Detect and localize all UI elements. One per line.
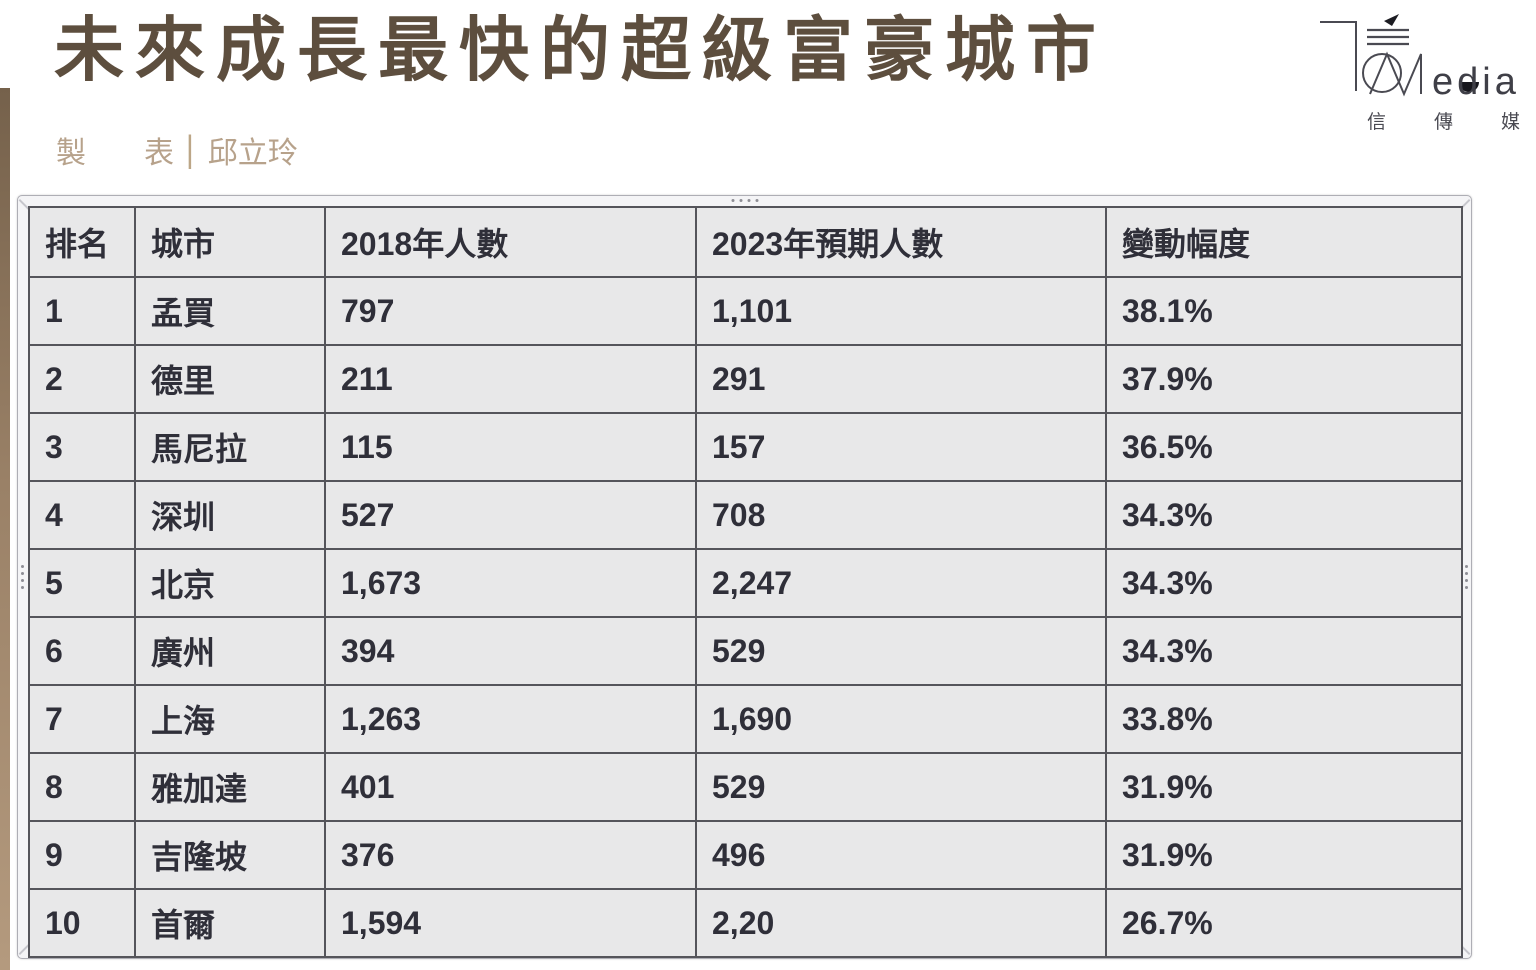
- table-body: 1 孟買 797 1,101 38.1% 2 德里 211 291 37.9% 3 馬尼拉 115 157…: [28, 276, 1463, 958]
- table-cell[interactable]: 33.8%: [1105, 684, 1463, 754]
- page-title: 未來成長最快的超級富豪城市: [54, 11, 1107, 89]
- table-cell[interactable]: 4: [28, 480, 136, 550]
- table-cell[interactable]: 31.9%: [1105, 820, 1463, 890]
- table-cell[interactable]: 34.3%: [1105, 616, 1463, 686]
- table-cell[interactable]: 首爾: [134, 888, 326, 958]
- data-table: 排名 城市 2018年人數 2023年預期人數 變動幅度 1 孟買 797 1,101…: [28, 206, 1463, 958]
- table-cell[interactable]: 孟買: [134, 276, 326, 346]
- table-cell[interactable]: 291: [695, 344, 1107, 414]
- byline-author: 邱立玲: [207, 137, 298, 170]
- table-cell[interactable]: 上海: [134, 684, 326, 754]
- table-cell[interactable]: 211: [324, 344, 697, 414]
- table-cell[interactable]: 6: [28, 616, 136, 686]
- table-cell[interactable]: 37.9%: [1105, 344, 1463, 414]
- table-cell[interactable]: 26.7%: [1105, 888, 1463, 958]
- logo-d-fill-icon: [1459, 82, 1479, 92]
- table-cell[interactable]: 1,263: [324, 684, 697, 754]
- table-row: 1 孟買 797 1,101 38.1%: [28, 276, 1463, 346]
- table-header-row: 排名 城市 2018年人數 2023年預期人數 變動幅度: [28, 206, 1463, 278]
- table-row: 7 上海 1,263 1,690 33.8%: [28, 684, 1463, 754]
- table-row: 10 首爾 1,594 2,20 26.7%: [28, 888, 1463, 958]
- table-cell[interactable]: 376: [324, 820, 697, 890]
- cmedia-logo-mark: [1320, 14, 1479, 97]
- table-cell[interactable]: 527: [324, 480, 697, 550]
- table-cell[interactable]: 8: [28, 752, 136, 822]
- table-row: 5 北京 1,673 2,247 34.3%: [28, 548, 1463, 618]
- table-cell[interactable]: 2: [28, 344, 136, 414]
- table-cell[interactable]: 708: [695, 480, 1107, 550]
- table-cell[interactable]: 9: [28, 820, 136, 890]
- logo-c-ring-icon: [1362, 53, 1402, 93]
- table-cell[interactable]: 2,20: [695, 888, 1107, 958]
- header-cell-change[interactable]: 變動幅度: [1105, 206, 1463, 278]
- table-cell[interactable]: 7: [28, 684, 136, 754]
- logo-flag-icon: [1384, 14, 1399, 26]
- cmedia-logo: edia 信傳媒: [1320, 14, 1530, 133]
- table-cell[interactable]: 401: [324, 752, 697, 822]
- header-cell-2023[interactable]: 2023年預期人數: [695, 206, 1107, 278]
- table-cell[interactable]: 34.3%: [1105, 548, 1463, 618]
- drag-handle-top[interactable]: [731, 199, 758, 202]
- byline-label-right: 表: [144, 137, 174, 170]
- table-cell[interactable]: 157: [695, 412, 1107, 482]
- logo-brand-text: edia: [1432, 61, 1520, 103]
- table-cell[interactable]: 廣州: [134, 616, 326, 686]
- table-cell[interactable]: 115: [324, 412, 697, 482]
- table-cell[interactable]: 1,594: [324, 888, 697, 958]
- table-cell[interactable]: 31.9%: [1105, 752, 1463, 822]
- table-cell[interactable]: 38.1%: [1105, 276, 1463, 346]
- logo-chinese-text: 信傳媒: [1367, 111, 1530, 133]
- table-cell[interactable]: 北京: [134, 548, 326, 618]
- table-cell[interactable]: 雅加達: [134, 752, 326, 822]
- header-cell-city[interactable]: 城市: [134, 206, 326, 278]
- table-row: 8 雅加達 401 529 31.9%: [28, 752, 1463, 822]
- table-row: 2 德里 211 291 37.9%: [28, 344, 1463, 414]
- table-cell[interactable]: 496: [695, 820, 1107, 890]
- table-cell[interactable]: 1,690: [695, 684, 1107, 754]
- drag-handle-right[interactable]: [1465, 565, 1468, 589]
- table-cell[interactable]: 529: [695, 616, 1107, 686]
- table-row: 6 廣州 394 529 34.3%: [28, 616, 1463, 686]
- table-cell[interactable]: 529: [695, 752, 1107, 822]
- table-cell[interactable]: 394: [324, 616, 697, 686]
- table-cell[interactable]: 深圳: [134, 480, 326, 550]
- table-cell[interactable]: 馬尼拉: [134, 412, 326, 482]
- byline: 製 表 | 邱立玲: [56, 128, 298, 172]
- table-row: 3 馬尼拉 115 157 36.5%: [28, 412, 1463, 482]
- byline-label-left: 製: [56, 137, 86, 170]
- table-cell[interactable]: 2,247: [695, 548, 1107, 618]
- table-cell[interactable]: 797: [324, 276, 697, 346]
- table-cell[interactable]: 3: [28, 412, 136, 482]
- table-cell[interactable]: 1: [28, 276, 136, 346]
- drag-handle-left[interactable]: [21, 565, 24, 589]
- table-selection-frame[interactable]: 排名 城市 2018年人數 2023年預期人數 變動幅度 1 孟買 797 1,101…: [17, 195, 1472, 959]
- table-row: 9 吉隆坡 376 496 31.9%: [28, 820, 1463, 890]
- table-cell[interactable]: 10: [28, 888, 136, 958]
- table-cell[interactable]: 34.3%: [1105, 480, 1463, 550]
- logo-m-icon: [1369, 51, 1422, 97]
- left-accent-bar: [0, 88, 10, 970]
- table-cell[interactable]: 吉隆坡: [134, 820, 326, 890]
- table-cell[interactable]: 1,673: [324, 548, 697, 618]
- table-row: 4 深圳 527 708 34.3%: [28, 480, 1463, 550]
- header-cell-rank[interactable]: 排名: [28, 206, 136, 278]
- header-cell-2018[interactable]: 2018年人數: [324, 206, 697, 278]
- table-cell[interactable]: 1,101: [695, 276, 1107, 346]
- byline-separator: |: [186, 128, 194, 170]
- table-cell[interactable]: 德里: [134, 344, 326, 414]
- table-cell[interactable]: 36.5%: [1105, 412, 1463, 482]
- table-cell[interactable]: 5: [28, 548, 136, 618]
